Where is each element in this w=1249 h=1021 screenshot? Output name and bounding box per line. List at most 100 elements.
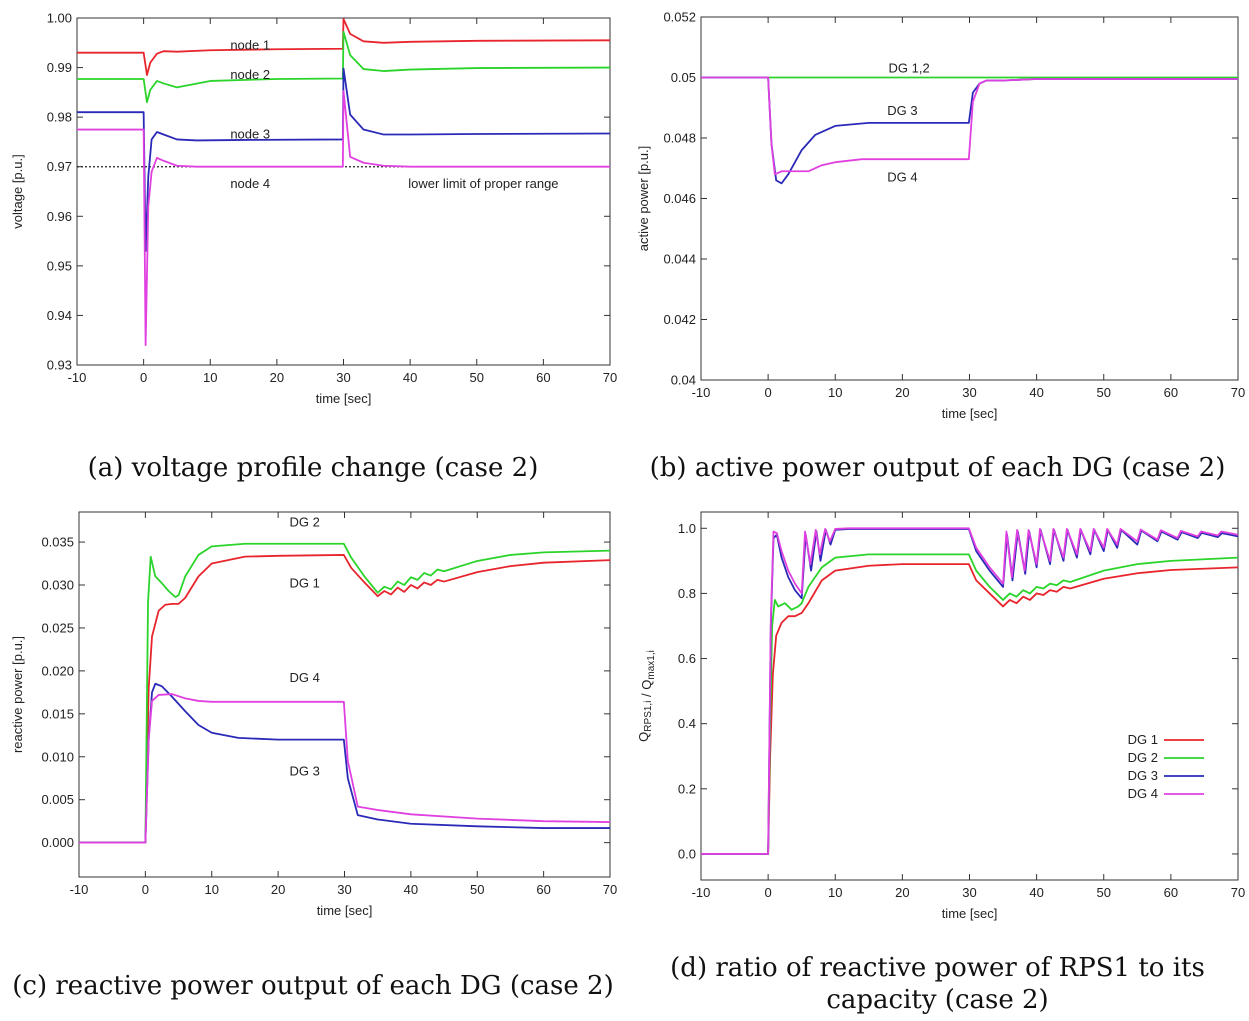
annotation-label: DG 4 (290, 670, 320, 685)
series-line-dg-3 (79, 682, 610, 844)
x-tick-label: 50 (470, 882, 484, 897)
caption-a: (a) voltage profile change (case 2) (87, 453, 539, 483)
caption-d-line-2: capacity (case 2) (826, 985, 1049, 1015)
y-tick-label: 1.0 (678, 521, 696, 536)
series-line-dg-4 (79, 693, 610, 844)
series-line-dg-4 (701, 527, 1238, 855)
series-line-node-2 (77, 30, 610, 104)
y-tick-label: 0.6 (678, 651, 696, 666)
y-tick-label: 0.97 (47, 159, 72, 174)
x-tick-label: -10 (692, 385, 711, 400)
caption-d-line-1: (d) ratio of reactive power of RPS1 to i… (670, 953, 1205, 983)
x-tick-label: 30 (962, 885, 976, 900)
x-tick-label: 0 (142, 882, 149, 897)
y-tick-label: 0.035 (41, 535, 74, 550)
legend-label: DG 2 (1128, 750, 1158, 765)
plot-frame (700, 16, 1239, 381)
x-tick-label: 60 (1164, 885, 1178, 900)
x-tick-label: 30 (962, 385, 976, 400)
y-axis-label: reactive power [p.u.] (10, 636, 25, 753)
legend-label: DG 1 (1128, 732, 1158, 747)
x-tick-label: 70 (603, 370, 617, 385)
caption-b: (b) active power output of each DG (case… (649, 453, 1226, 483)
annotation-label: DG 1,2 (888, 60, 929, 75)
annotation-label: DG 2 (290, 514, 320, 529)
x-tick-label: 70 (603, 882, 617, 897)
x-tick-label: -10 (70, 882, 89, 897)
x-tick-label: 40 (1029, 385, 1043, 400)
y-tick-label: 0.2 (678, 781, 696, 796)
y-tick-label: 0.94 (47, 308, 72, 323)
x-tick-label: 50 (1097, 385, 1111, 400)
x-tick-label: 0 (765, 385, 772, 400)
x-tick-label: 10 (205, 882, 219, 897)
annotation-label: node 1 (230, 37, 270, 52)
y-tick-label: 0.8 (678, 586, 696, 601)
annotation-label: node 4 (230, 176, 270, 191)
x-tick-label: 10 (828, 385, 842, 400)
legend-label: DG 4 (1128, 786, 1158, 801)
x-tick-label: 10 (828, 885, 842, 900)
annotation-label: DG 1 (290, 575, 320, 590)
y-tick-label: 0.000 (41, 835, 74, 850)
y-tick-label: 0.005 (41, 792, 74, 807)
y-axis-label-part: Q (636, 732, 651, 742)
x-tick-label: 60 (536, 882, 550, 897)
x-axis-label: time [sec] (942, 906, 998, 921)
x-tick-label: 60 (1164, 385, 1178, 400)
y-tick-label: 0.4 (678, 716, 696, 731)
chart-c: -10 0 10 20 30 40 50 60 70 0.000 0.005 0.010 0.015 0.… (10, 511, 617, 918)
series-line-dg-2 (79, 542, 610, 844)
chart-a: -10 0 10 20 30 40 50 60 70 0.93 0.94 0.95 0.96 0.97 0.… (10, 11, 617, 407)
annotation-label: node 2 (230, 67, 270, 82)
y-tick-label: 0.010 (41, 749, 74, 764)
y-tick-label: 0.020 (41, 663, 74, 678)
x-tick-label: 20 (895, 885, 909, 900)
y-tick-label: 0.042 (663, 312, 696, 327)
x-tick-label: 20 (895, 385, 909, 400)
y-tick-label: 0.025 (41, 620, 74, 635)
x-tick-label: 60 (536, 370, 550, 385)
y-tick-label: 0.0 (678, 846, 696, 861)
y-axis-label-part: Q (639, 680, 654, 690)
x-tick-label: 30 (337, 882, 351, 897)
y-tick-label: 0.04 (671, 373, 696, 388)
x-tick-label: 40 (403, 370, 417, 385)
y-tick-label: 0.95 (47, 258, 72, 273)
y-axis-label: active power [p.u.] (636, 146, 651, 252)
x-tick-label: 0 (140, 370, 147, 385)
x-tick-label: 40 (404, 882, 418, 897)
x-tick-label: 20 (270, 370, 284, 385)
x-tick-label: 20 (271, 882, 285, 897)
annotation-label: DG 3 (887, 103, 917, 118)
x-tick-label: 70 (1231, 885, 1245, 900)
x-tick-label: 40 (1029, 885, 1043, 900)
x-tick-label: 70 (1231, 385, 1245, 400)
y-axis-label-part: / (639, 690, 654, 701)
x-tick-label: 50 (1097, 885, 1111, 900)
x-axis-label: time [sec] (942, 406, 998, 421)
series-line-dg-2 (701, 553, 1238, 855)
series-line-dg-1 (79, 554, 610, 844)
y-tick-label: 0.015 (41, 706, 74, 721)
y-axis-label: voltage [p.u.] (10, 154, 25, 228)
y-tick-label: 0.93 (47, 358, 72, 373)
y-tick-label: 0.05 (671, 70, 696, 85)
annotation-label: DG 3 (290, 763, 320, 778)
x-tick-label: 10 (203, 370, 217, 385)
caption-c: (c) reactive power output of each DG (ca… (12, 971, 614, 1001)
chart-b: -10 0 10 20 30 40 50 60 70 0.04 0.042 0.044 0.046 0.0… (636, 10, 1245, 422)
x-axis-label: time [sec] (317, 903, 373, 918)
x-tick-label: -10 (692, 885, 711, 900)
y-axis-label-part: max1,i (646, 650, 657, 679)
panel-a: -10 0 10 20 30 40 50 60 70 0.93 0.94 0.95 0.96 0.97 0.… (0, 0, 626, 500)
annotation-label: lower limit of proper range (408, 176, 558, 191)
caption-d: (d) ratio of reactive power of RPS1 to i… (626, 952, 1249, 1016)
legend-label: DG 3 (1128, 768, 1158, 783)
panel-d: -10 0 10 20 30 40 50 60 70 0.0 0.2 0.4 0.6 0.8 1.0 time… (626, 500, 1249, 1021)
y-tick-label: 0.044 (663, 252, 696, 267)
x-tick-label: 0 (765, 885, 772, 900)
annotation-label: node 3 (230, 126, 270, 141)
y-tick-label: 0.99 (47, 60, 72, 75)
y-axis-label-part: RPS1,i (643, 701, 654, 732)
